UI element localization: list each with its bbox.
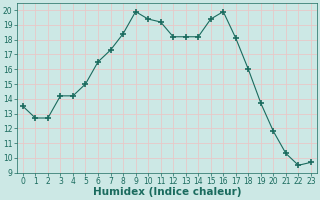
X-axis label: Humidex (Indice chaleur): Humidex (Indice chaleur) (93, 187, 241, 197)
